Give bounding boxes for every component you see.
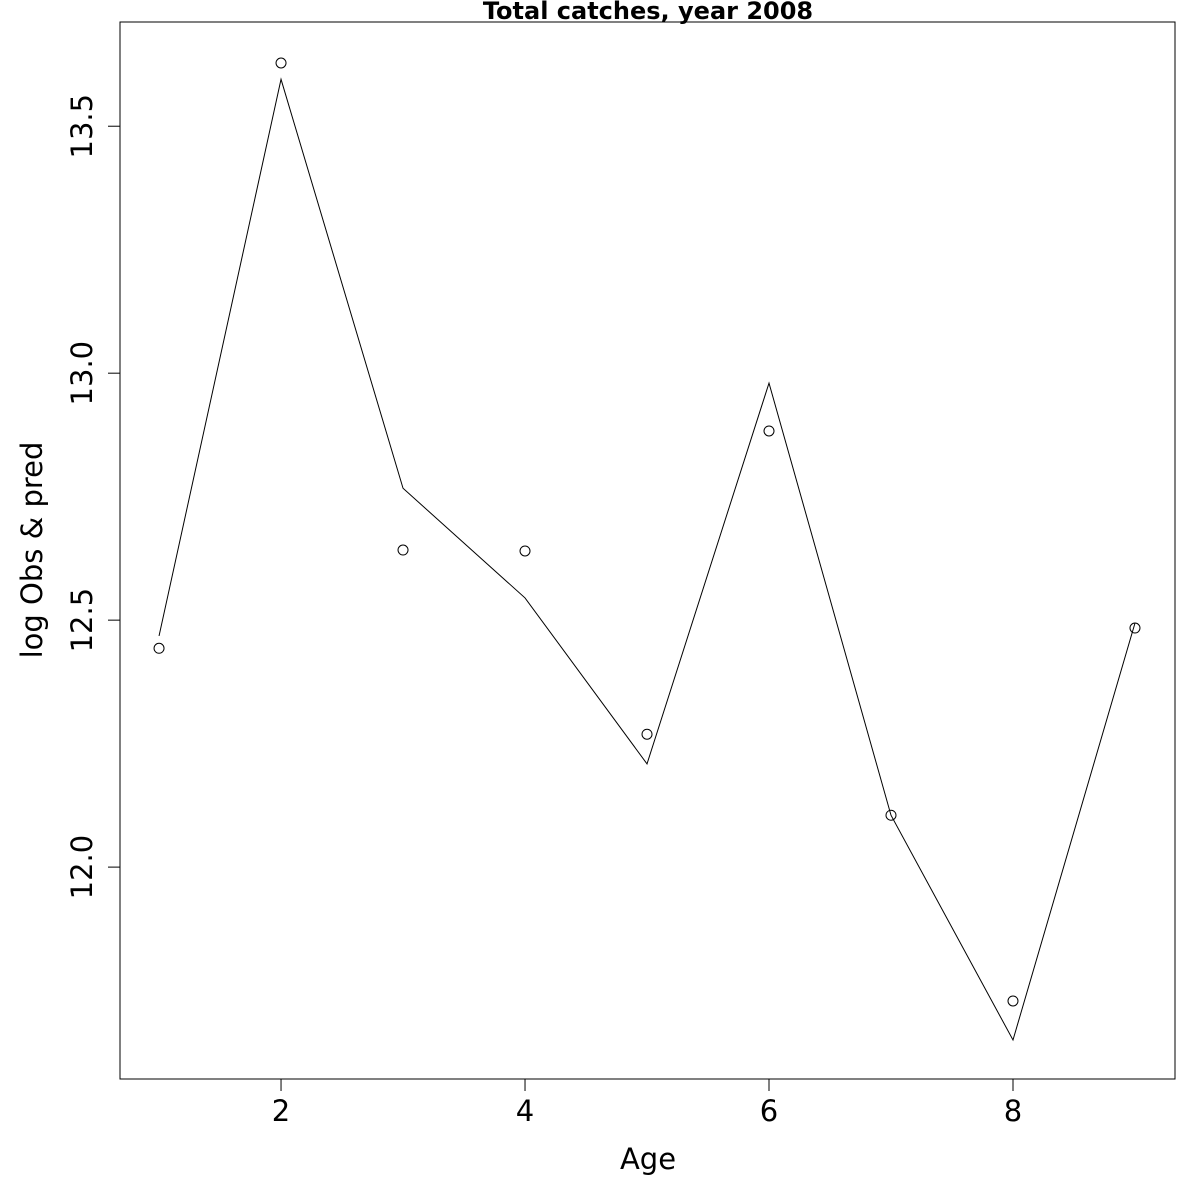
- y-tick-label: 12.5: [65, 588, 99, 653]
- y-tick-label: 12.0: [65, 835, 99, 900]
- x-tick-label: 6: [760, 1094, 778, 1128]
- data-point: [397, 544, 409, 556]
- x-tick-label: 4: [516, 1094, 534, 1128]
- data-point: [153, 642, 165, 654]
- data-point: [1129, 622, 1141, 634]
- data-point: [763, 425, 775, 437]
- data-point: [519, 545, 531, 557]
- x-axis-title: Age: [620, 1142, 676, 1176]
- chart-title: Total catches, year 2008: [483, 0, 813, 25]
- data-line: [158, 77, 1136, 1042]
- data-point: [885, 809, 897, 821]
- y-axis-title: log Obs & pred: [15, 442, 49, 659]
- x-tick-label: 2: [272, 1094, 290, 1128]
- data-point: [1007, 995, 1019, 1007]
- data-point: [275, 57, 287, 69]
- x-tick-label: 8: [1004, 1094, 1022, 1128]
- plot-frame: [119, 21, 1176, 1080]
- y-tick-label: 13.0: [65, 341, 99, 406]
- data-point: [641, 728, 653, 740]
- y-tick-label: 13.5: [65, 94, 99, 159]
